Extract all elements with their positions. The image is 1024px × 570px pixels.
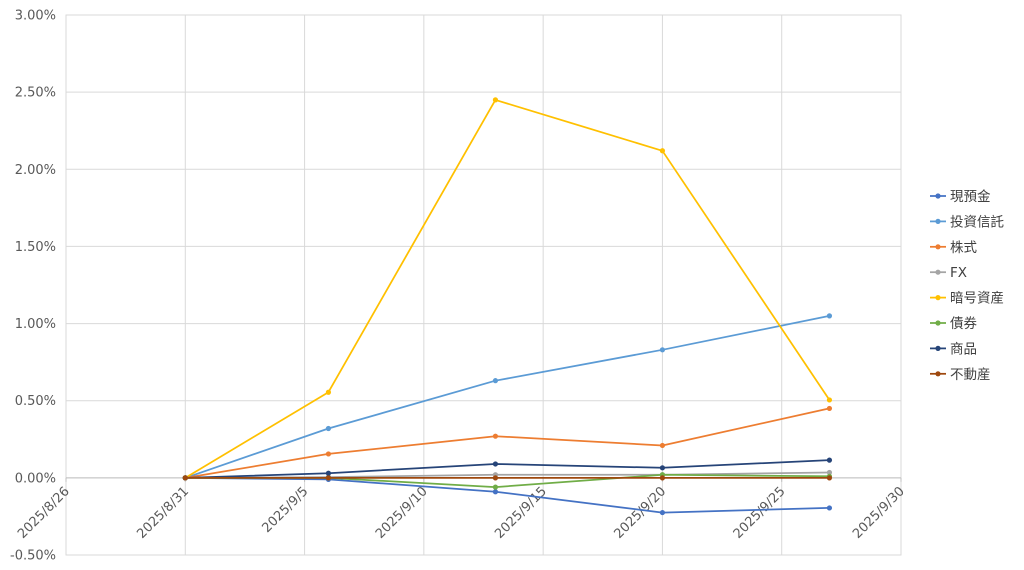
y-tick-label: 0.00% — [15, 471, 56, 486]
legend-item: 投資信託 — [930, 214, 1004, 230]
data-point — [325, 470, 332, 476]
legend-label: 株式 — [950, 240, 978, 256]
legend-item: FX — [930, 265, 967, 281]
data-point — [659, 148, 666, 154]
y-tick-label: 2.00% — [15, 163, 56, 178]
data-point — [492, 97, 499, 103]
data-point — [325, 451, 332, 457]
legend-swatch-marker — [935, 320, 941, 326]
data-point — [325, 389, 332, 395]
legend-label: 不動産 — [950, 367, 991, 383]
y-tick-label: 3.00% — [15, 9, 56, 24]
gridlines — [66, 14, 901, 556]
series-株式 — [182, 405, 833, 481]
data-point — [492, 461, 499, 467]
legend-swatch-marker — [935, 244, 941, 250]
legend-label: 現預金 — [950, 189, 991, 205]
y-tick-label: 1.00% — [15, 317, 56, 332]
data-point — [826, 313, 833, 319]
data-point — [325, 425, 332, 432]
legend-item: 株式 — [930, 240, 978, 256]
y-tick-label: 2.50% — [15, 86, 56, 101]
legend-swatch-marker — [935, 345, 941, 351]
data-point — [659, 475, 666, 481]
data-point — [492, 378, 499, 384]
legend-item: 商品 — [930, 341, 977, 357]
y-tick-label: 0.50% — [15, 394, 56, 409]
data-point — [826, 405, 833, 412]
data-point — [826, 475, 833, 481]
legend-swatch-marker — [935, 295, 941, 301]
data-point — [492, 489, 499, 495]
series-lines — [182, 97, 833, 516]
data-point — [826, 505, 833, 511]
legend-swatch-marker — [935, 218, 941, 224]
series-不動産 — [182, 475, 833, 481]
data-point — [182, 475, 188, 481]
data-point — [492, 484, 499, 490]
y-tick-label: 1.50% — [15, 240, 56, 255]
legend-item: 暗号資産 — [930, 291, 1004, 307]
legend-label: FX — [950, 265, 967, 281]
legend-swatch-marker — [935, 269, 941, 275]
data-point — [325, 475, 332, 481]
data-point — [826, 457, 833, 463]
legend-swatch-marker — [935, 193, 941, 199]
legend-item: 現預金 — [930, 189, 991, 205]
data-point — [659, 465, 666, 471]
data-point — [826, 469, 833, 476]
data-point — [492, 475, 499, 481]
data-point — [659, 442, 666, 449]
legend-label: 商品 — [950, 341, 977, 357]
legend-item: 債券 — [930, 316, 978, 332]
data-point — [659, 509, 666, 516]
legend-label: 債券 — [950, 316, 978, 332]
y-tick-label: -0.50% — [10, 549, 56, 564]
legend-swatch-marker — [935, 371, 941, 377]
data-point — [492, 433, 499, 439]
legend-label: 投資信託 — [950, 214, 1004, 230]
data-point — [659, 347, 666, 353]
legend-label: 暗号資産 — [950, 291, 1004, 307]
legend-item: 不動産 — [930, 367, 991, 383]
data-point — [826, 397, 833, 403]
y-axis-ticks: -0.50% 0.00% 0.50% 1.00% 1.50% 2.00% 2.50% 3.00… — [10, 9, 56, 564]
